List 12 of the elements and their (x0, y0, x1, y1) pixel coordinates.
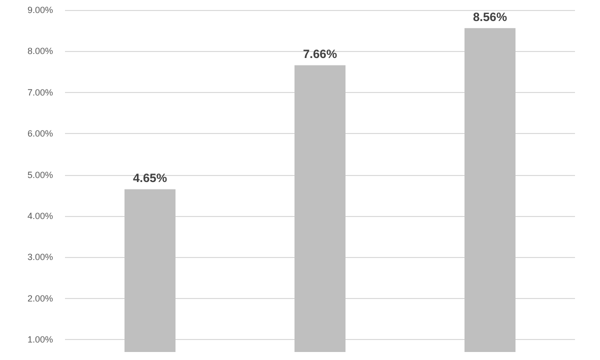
y-tick-label: 4.00% (27, 211, 53, 222)
y-tick-label: 5.00% (27, 170, 53, 180)
data-label: 4.65% (132, 171, 168, 186)
y-tick-label: 9.00% (27, 5, 53, 15)
y-tick-label: 2.00% (27, 293, 53, 304)
y-tick-label: 8.00% (27, 46, 53, 56)
y-tick-label: 3.00% (27, 252, 53, 262)
y-tick-label: 1.00% (27, 334, 53, 345)
y-tick-label: 6.00% (27, 128, 53, 139)
data-label: 7.66% (302, 47, 338, 62)
data-label: 8.56% (472, 10, 508, 24)
y-tick-label: 7.00% (27, 87, 53, 98)
